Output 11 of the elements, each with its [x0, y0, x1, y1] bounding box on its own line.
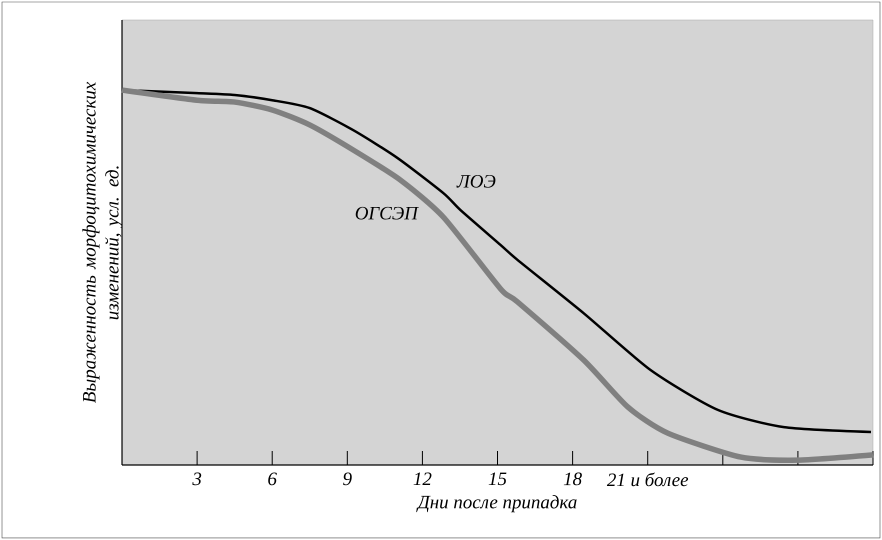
x-tick-label: 3 — [192, 472, 202, 486]
x-tick-label: 6 — [268, 472, 277, 486]
x-axis-title: Дни после припадка — [416, 495, 577, 512]
x-tick-label: 9 — [343, 472, 352, 486]
series-label: ЛОЭ — [456, 174, 496, 188]
series-label: ОГСЭП — [356, 206, 419, 220]
x-tick-label: 21 и более — [606, 472, 688, 486]
x-tick-label: 15 — [488, 472, 506, 486]
x-tick-label: 12 — [414, 472, 432, 486]
y-axis-title: Выраженность морфоцитохимических изменений, усл. ед. — [82, 82, 122, 403]
x-tick-label: 18 — [564, 472, 582, 486]
